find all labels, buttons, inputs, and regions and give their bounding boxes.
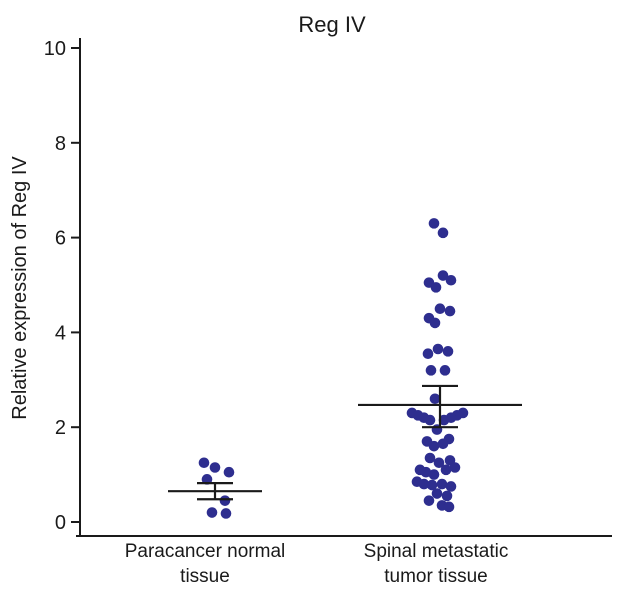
data-point xyxy=(439,365,451,376)
data-point xyxy=(201,474,213,485)
data-point xyxy=(198,457,210,469)
data-point xyxy=(433,457,445,469)
data-point xyxy=(426,479,438,491)
data-point xyxy=(206,507,218,518)
data-point xyxy=(428,218,440,229)
data-point xyxy=(438,414,450,426)
x-category-label: tumor tissue xyxy=(384,566,487,587)
data-point xyxy=(440,464,452,476)
data-point xyxy=(436,478,448,490)
y-tick-label: 0 xyxy=(55,512,66,534)
data-point xyxy=(209,462,221,473)
x-category-label: Spinal metastatic xyxy=(364,541,509,562)
data-point xyxy=(441,490,453,502)
data-point xyxy=(445,481,457,492)
data-point xyxy=(430,282,442,293)
data-point xyxy=(449,462,461,473)
data-point xyxy=(428,440,440,452)
data-point xyxy=(444,305,456,317)
data-point xyxy=(418,478,430,490)
data-point xyxy=(223,466,235,478)
data-point xyxy=(420,466,432,478)
axes: 0 2 4 6 8 10 xyxy=(44,38,612,537)
mean-sem-bars xyxy=(168,384,522,501)
data-points xyxy=(198,218,469,519)
data-point xyxy=(445,274,457,286)
x-category-labels: Paracancer normal tissue Spinal metastatic… xyxy=(125,541,509,587)
data-point xyxy=(424,452,436,464)
y-tick-label: 2 xyxy=(55,417,66,439)
data-point xyxy=(434,303,446,315)
data-point xyxy=(423,495,435,506)
y-axis-label: Relative expression of Reg IV xyxy=(9,156,31,420)
x-category-label: tissue xyxy=(180,566,230,587)
data-point xyxy=(219,495,231,506)
y-tick-label: 4 xyxy=(55,322,66,344)
data-point xyxy=(429,317,441,329)
data-point xyxy=(443,501,455,513)
data-point xyxy=(428,469,440,480)
data-point xyxy=(431,488,443,499)
x-category-label: Paracancer normal xyxy=(125,541,286,562)
data-point xyxy=(424,414,436,426)
data-point xyxy=(429,393,441,405)
y-tick-label: 8 xyxy=(55,133,66,155)
data-point xyxy=(437,270,449,281)
y-tick-label: 6 xyxy=(55,228,66,250)
chart-title: Reg IV xyxy=(298,12,366,37)
data-point xyxy=(442,346,454,357)
data-point xyxy=(422,348,434,360)
data-point xyxy=(220,508,232,519)
y-tick-label: 10 xyxy=(44,38,66,60)
data-point xyxy=(432,343,444,355)
data-point xyxy=(425,365,437,376)
data-point xyxy=(437,438,449,450)
data-point xyxy=(437,227,449,239)
